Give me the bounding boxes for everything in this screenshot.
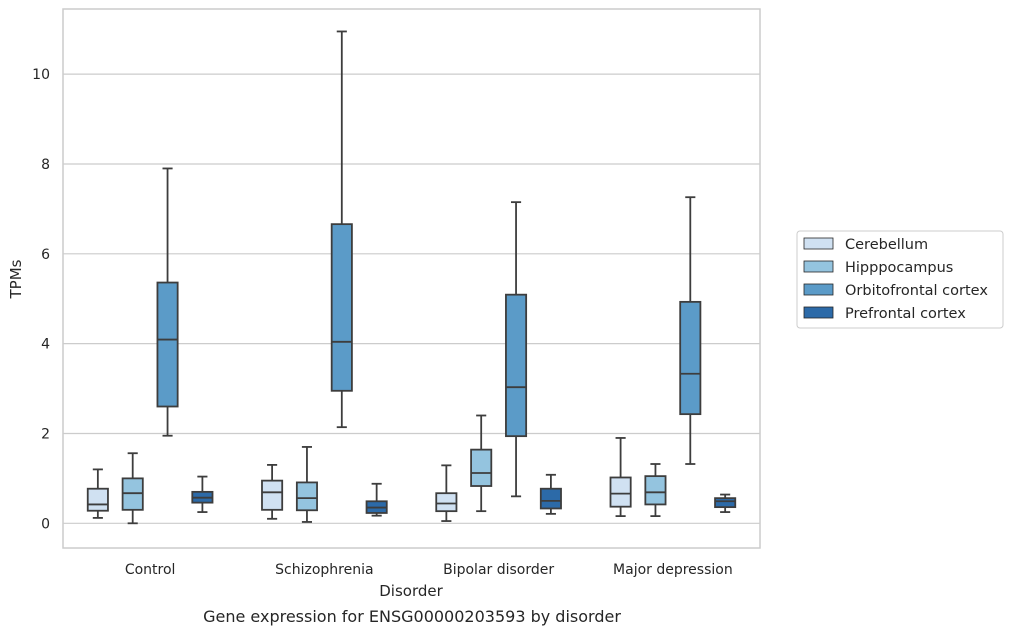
box-body [156, 281, 179, 408]
legend-entry: Cerebellum [845, 237, 928, 253]
chart-caption: Gene expression for ENSG00000203593 by d… [203, 607, 621, 626]
legend-swatch [803, 283, 834, 296]
legend-swatch [803, 237, 834, 250]
box-body [679, 300, 702, 416]
box-body [609, 476, 632, 508]
y-tick-label: 2 [41, 426, 50, 442]
legend-swatch [803, 306, 834, 319]
x-tick-label: Major depression [613, 562, 733, 578]
x-tick-labels: Control Schizophrenia Bipolar disorder Majo… [125, 562, 733, 578]
gridlines [63, 73, 760, 524]
box [295, 446, 318, 523]
box-body [505, 293, 528, 438]
y-tick-label: 0 [41, 516, 50, 532]
box [435, 464, 458, 522]
box [505, 201, 528, 498]
box [609, 437, 632, 518]
y-axis-label: TPMs [7, 259, 25, 299]
box-series-group [86, 30, 737, 525]
legend-entry: Hipppocampus [845, 260, 953, 276]
box [539, 473, 562, 515]
box-body [435, 492, 458, 513]
x-axis-label: Disorder [379, 582, 443, 600]
box-body [295, 481, 318, 512]
x-tick-label: Schizophrenia [275, 562, 373, 578]
y-tick-label: 8 [41, 157, 50, 173]
box [86, 468, 109, 519]
box-body [644, 475, 667, 506]
box-body [539, 487, 562, 510]
box [191, 475, 214, 513]
legend-swatch [803, 260, 834, 273]
y-tick-labels: 0 2 4 6 8 10 [32, 67, 50, 532]
box-body [470, 448, 493, 487]
box [261, 464, 284, 520]
y-tick-label: 10 [32, 67, 50, 83]
box-body [86, 487, 109, 512]
y-tick-label: 4 [41, 337, 50, 353]
legend-entry: Prefrontal cortex [845, 306, 966, 322]
box [330, 30, 353, 429]
box [714, 493, 737, 513]
legend: Cerebellum Hipppocampus Orbitofrontal cort… [796, 230, 1004, 329]
x-tick-label: Bipolar disorder [443, 562, 554, 578]
box-body [330, 223, 353, 392]
x-tick-label: Control [125, 562, 176, 578]
box [365, 482, 388, 517]
box [156, 167, 179, 437]
box [121, 452, 144, 525]
legend-frame [796, 230, 1004, 329]
legend-entry: Orbitofrontal cortex [845, 283, 988, 299]
y-tick-label: 6 [41, 247, 50, 263]
box [470, 414, 493, 513]
box-body [714, 497, 737, 509]
plot-frame [62, 8, 761, 549]
box [679, 196, 702, 465]
box [644, 463, 667, 518]
box-body [261, 479, 284, 511]
